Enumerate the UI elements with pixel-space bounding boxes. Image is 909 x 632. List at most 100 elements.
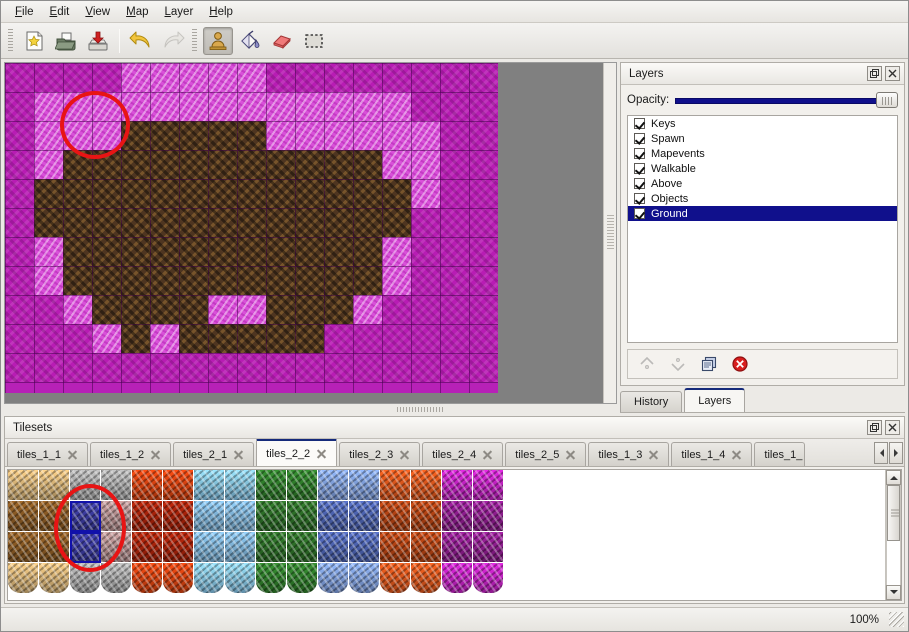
map-tile[interactable] — [266, 237, 295, 266]
map-tile[interactable] — [353, 237, 382, 266]
map-tile[interactable] — [63, 237, 92, 266]
map-tile[interactable] — [353, 121, 382, 150]
tileset-tile[interactable] — [380, 563, 411, 594]
redo-button[interactable] — [158, 27, 188, 55]
move-layer-up-button[interactable] — [636, 353, 658, 375]
eraser-tool-button[interactable] — [267, 27, 297, 55]
map-tile[interactable] — [150, 92, 179, 121]
tileset-tile[interactable] — [8, 470, 39, 501]
map-tiles[interactable] — [5, 63, 498, 393]
layers-undock-icon[interactable] — [867, 66, 882, 81]
tileset-tile[interactable] — [287, 470, 318, 501]
map-tile[interactable] — [353, 353, 382, 382]
tileset-tile[interactable] — [318, 532, 349, 563]
tileset-tile[interactable] — [473, 563, 504, 594]
map-tile[interactable] — [237, 237, 266, 266]
map-tile[interactable] — [237, 150, 266, 179]
map-tile[interactable] — [150, 266, 179, 295]
map-tile[interactable] — [324, 92, 353, 121]
map-tile[interactable] — [411, 208, 440, 237]
layer-visibility-checkbox[interactable] — [634, 118, 645, 129]
map-tile[interactable] — [237, 324, 266, 353]
map-tile[interactable] — [63, 295, 92, 324]
tileset-tile[interactable] — [442, 532, 473, 563]
map-tile[interactable] — [92, 92, 121, 121]
canvas-bottom-splitter[interactable] — [4, 404, 617, 413]
map-tile[interactable] — [34, 92, 63, 121]
delete-layer-button[interactable] — [729, 353, 751, 375]
map-tile[interactable] — [63, 179, 92, 208]
map-tile[interactable] — [121, 266, 150, 295]
map-tile[interactable] — [411, 266, 440, 295]
map-tile[interactable] — [382, 295, 411, 324]
layer-row[interactable]: Walkable — [628, 161, 897, 176]
map-tile[interactable] — [179, 208, 208, 237]
map-tile[interactable] — [469, 179, 498, 208]
tileset-tile[interactable] — [380, 501, 411, 532]
map-tile[interactable] — [353, 179, 382, 208]
map-tile[interactable] — [266, 324, 295, 353]
tab-history[interactable]: History — [620, 391, 683, 412]
map-tile[interactable] — [295, 353, 324, 382]
tileset-tab-close-icon[interactable] — [67, 449, 78, 460]
map-tile[interactable] — [411, 295, 440, 324]
map-tile[interactable] — [266, 208, 295, 237]
tileset-tab-close-icon[interactable] — [316, 448, 327, 459]
map-canvas-area[interactable] — [4, 62, 617, 404]
map-tile[interactable] — [353, 208, 382, 237]
map-tile[interactable] — [92, 237, 121, 266]
tileset-tile[interactable] — [411, 532, 442, 563]
map-tile[interactable] — [121, 353, 150, 382]
tileset-tile[interactable] — [101, 501, 132, 532]
menu-layer[interactable]: Layer — [157, 3, 202, 21]
map-viewport[interactable] — [5, 63, 603, 403]
map-tile[interactable] — [469, 63, 498, 92]
menu-map[interactable]: Map — [118, 3, 156, 21]
map-tile[interactable] — [440, 295, 469, 324]
tileset-tile[interactable] — [535, 470, 566, 501]
map-tile[interactable] — [440, 150, 469, 179]
tileset-tile[interactable] — [318, 470, 349, 501]
layer-list[interactable]: Keys Spawn Mapevents Walkable Above Objects Gr… — [627, 115, 898, 343]
map-vertical-scrollbar[interactable] — [603, 63, 616, 403]
tileset-tile[interactable] — [535, 532, 566, 563]
tileset-tile[interactable] — [101, 532, 132, 563]
map-tile[interactable] — [469, 121, 498, 150]
map-tile[interactable] — [324, 63, 353, 92]
tileset-tile[interactable] — [101, 563, 132, 594]
menu-help[interactable]: Help — [201, 3, 241, 21]
map-tile[interactable] — [5, 208, 34, 237]
tileset-tile[interactable] — [194, 532, 225, 563]
map-tile[interactable] — [440, 63, 469, 92]
map-tile[interactable] — [34, 121, 63, 150]
tileset-tile[interactable] — [473, 470, 504, 501]
map-tile[interactable] — [63, 353, 92, 382]
map-tile[interactable] — [469, 208, 498, 237]
map-tile[interactable] — [237, 121, 266, 150]
tileset-tile[interactable] — [225, 470, 256, 501]
map-tile[interactable] — [179, 92, 208, 121]
map-tile[interactable] — [208, 266, 237, 295]
layer-row[interactable]: Ground — [628, 206, 897, 221]
map-tile[interactable] — [208, 92, 237, 121]
map-tile[interactable] — [63, 150, 92, 179]
layer-row[interactable]: Keys — [628, 116, 897, 131]
map-tile[interactable] — [34, 179, 63, 208]
tileset-tab-close-icon[interactable] — [150, 449, 161, 460]
map-tile[interactable] — [382, 324, 411, 353]
layer-row[interactable]: Above — [628, 176, 897, 191]
map-tile[interactable] — [295, 179, 324, 208]
tileset-palette-grid[interactable] — [8, 470, 566, 594]
map-tile[interactable] — [121, 324, 150, 353]
map-tile[interactable] — [440, 179, 469, 208]
map-tile[interactable] — [266, 150, 295, 179]
tileset-tab-next-button[interactable] — [889, 442, 903, 464]
layer-row[interactable]: Spawn — [628, 131, 897, 146]
map-tile[interactable] — [440, 237, 469, 266]
map-tile[interactable] — [295, 150, 324, 179]
tileset-tab-close-icon[interactable] — [233, 449, 244, 460]
map-tile[interactable] — [150, 208, 179, 237]
tileset-tile[interactable] — [101, 470, 132, 501]
tileset-tile[interactable] — [70, 501, 101, 532]
tileset-tab-close-icon[interactable] — [399, 449, 410, 460]
